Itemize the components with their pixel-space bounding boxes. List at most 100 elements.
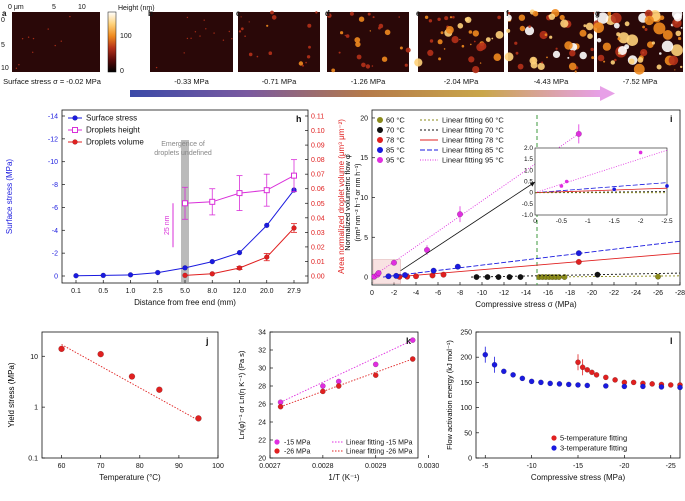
y-tick-label: 1 [34, 405, 38, 412]
afm-droplet [518, 14, 526, 21]
afm-droplet [618, 46, 627, 55]
legend-label: Droplets height [86, 126, 141, 135]
data-point [320, 388, 326, 395]
data-point [182, 265, 188, 271]
data-point [291, 225, 297, 231]
afm-droplet [266, 24, 269, 27]
data-point [58, 345, 65, 353]
afm-droplet [437, 17, 441, 21]
afm-droplet [613, 22, 620, 29]
x-tick-label: -25 [666, 463, 676, 470]
afm-droplet [603, 60, 606, 63]
annotation-line2: droplets undefined [154, 150, 212, 157]
y-tick: 10 [1, 65, 9, 72]
afm-droplet [519, 25, 526, 32]
afm-droplet [354, 37, 361, 43]
afm-droplet [451, 36, 459, 44]
data-point [277, 403, 284, 410]
data-point [658, 384, 665, 390]
afm-droplet [398, 16, 401, 18]
afm-droplet [587, 33, 593, 39]
x-tick-label: -6 [435, 290, 441, 297]
data-point [630, 379, 637, 386]
afm-droplet [446, 26, 454, 34]
x-tick-label: -26 [653, 290, 663, 297]
inset-y-tick-label: 2.0 [524, 145, 533, 152]
data-point [195, 415, 202, 422]
y-tick-label: 34 [258, 330, 266, 337]
data-point [519, 375, 526, 382]
afm-droplet [438, 57, 442, 61]
x-tick-label: 5.0 [180, 288, 190, 295]
inset-fit-line [534, 149, 668, 194]
legend-label: 3-temperature fitting [560, 444, 627, 453]
afm-droplet [597, 54, 605, 62]
afm-panel: g -7.52 MPa [593, 8, 683, 86]
inset-point [612, 187, 616, 192]
afm-droplet [585, 22, 594, 31]
afm-droplet [548, 13, 556, 20]
scale-tick: 10 [78, 4, 86, 11]
x-tick-label: 60 [58, 463, 66, 470]
data-point [677, 384, 683, 391]
x-tick-label: 80 [136, 463, 144, 470]
afm-droplet [244, 35, 246, 37]
y-tick-label-right: 0.09 [311, 143, 325, 150]
y-tick-label: 32 [258, 348, 266, 355]
afm-droplet [306, 55, 311, 59]
y-axis-title: Flow activation energy (kJ mol⁻¹) [445, 340, 454, 450]
afm-droplet [186, 16, 189, 19]
afm-droplet [472, 66, 480, 74]
afm-droplet [479, 62, 482, 64]
x-tick-label: -28 [675, 290, 685, 297]
afm-droplet [607, 11, 612, 16]
data-point [495, 273, 502, 281]
x-tick-label: 0.0028 [312, 463, 334, 470]
panel-l: -5 -10 -15 -20 -25 0 50 100 150 200 250 Compressive… [445, 330, 683, 482]
afm-droplet [461, 44, 465, 48]
afm-droplet [514, 41, 518, 45]
data-point [236, 265, 243, 271]
panel-letter: g [595, 9, 600, 18]
inset-x-tick-label: -2 [638, 218, 644, 225]
y-tick-label: 5 [364, 235, 368, 242]
afm-panel: c -0.71 MPa [236, 9, 320, 86]
afm-droplet [464, 17, 469, 22]
stress-label: -2.04 MPa [444, 77, 479, 86]
afm-droplet [637, 57, 644, 63]
afm-droplet [27, 36, 30, 38]
panel-letter: f [506, 9, 509, 18]
x-tick-label: -20 [587, 290, 597, 297]
data-point [409, 356, 416, 362]
afm-droplet [661, 40, 674, 52]
afm-droplet [593, 12, 595, 14]
afm-droplet [437, 39, 443, 45]
afm-droplet [404, 63, 408, 67]
legend-label: Linear fitting 85 °C [442, 146, 504, 155]
annotation-line1: Emergence of [161, 141, 205, 148]
afm-droplet [205, 28, 207, 30]
afm-droplet [544, 33, 548, 36]
x-tick-label: 8.0 [207, 288, 217, 295]
x-tick-label: -10 [477, 290, 487, 297]
afm-droplet [248, 52, 253, 57]
legend-marker [274, 439, 280, 445]
data-point [589, 369, 595, 376]
x-tick-label: 0.0030 [418, 463, 440, 470]
data-point [517, 273, 524, 281]
afm-droplet [427, 49, 434, 57]
afm-droplet [485, 37, 491, 42]
afm-droplet [69, 15, 71, 18]
y-tick-label-left: -14 [48, 114, 58, 121]
x-axis-title: Distance from free end (mm) [134, 298, 236, 307]
inset-point [564, 179, 569, 184]
afm-droplet [213, 32, 215, 34]
afm-droplet [644, 9, 653, 18]
legend-label: 78 °C [386, 136, 405, 145]
data-point [649, 381, 656, 387]
fit-line [61, 344, 199, 421]
afm-droplet [493, 53, 502, 61]
legend-label: 95 °C [386, 156, 405, 165]
afm-droplet [356, 54, 362, 60]
